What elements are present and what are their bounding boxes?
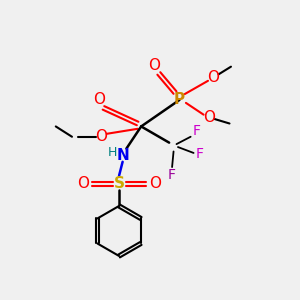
Text: H: H <box>108 146 117 159</box>
Text: O: O <box>77 176 89 191</box>
Text: O: O <box>149 176 161 191</box>
Text: O: O <box>93 92 105 106</box>
Text: O: O <box>148 58 160 73</box>
Text: N: N <box>116 148 129 163</box>
Text: O: O <box>95 129 107 144</box>
Text: F: F <box>193 124 201 138</box>
Text: F: F <box>196 147 204 161</box>
Text: P: P <box>174 92 185 107</box>
Text: O: O <box>207 70 219 86</box>
Text: O: O <box>203 110 215 125</box>
Text: F: F <box>168 168 176 182</box>
Text: S: S <box>114 176 124 191</box>
